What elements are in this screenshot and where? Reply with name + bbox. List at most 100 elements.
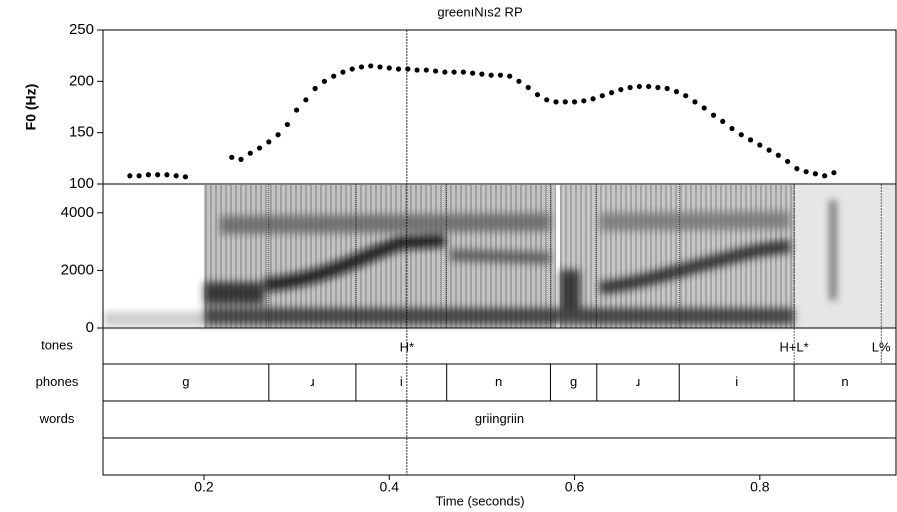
f0-point	[127, 173, 133, 179]
f0-point	[497, 72, 504, 78]
f0-point	[701, 105, 707, 111]
f0-point	[803, 169, 809, 175]
f0-point	[414, 67, 420, 73]
y-tick-label: 4000	[61, 204, 94, 221]
f0-point	[618, 86, 624, 93]
f0-point	[266, 139, 272, 145]
x-tick-label: 0.6	[565, 479, 585, 495]
f0-point	[757, 142, 763, 148]
f0-point	[405, 66, 411, 72]
f0-point	[321, 78, 328, 84]
y-tick-label: 100	[69, 175, 94, 192]
tier-name: words	[39, 411, 75, 426]
f0-point	[720, 118, 726, 124]
f0-point	[488, 72, 494, 78]
f0-point	[608, 90, 615, 96]
f0-point	[775, 152, 781, 158]
y-axis-label: F0 (Hz)	[23, 84, 39, 131]
f0-point	[581, 98, 587, 104]
f0-point	[275, 132, 281, 138]
interval-label: ɹ	[636, 374, 640, 389]
f0-point	[636, 83, 642, 90]
interval-label: g	[570, 374, 577, 389]
f0-point	[284, 121, 290, 128]
interval-label: i	[400, 374, 403, 389]
f0-point	[822, 173, 828, 179]
y-tick-label: 0	[86, 319, 94, 336]
tone-label: H*	[400, 339, 414, 354]
y-tick-label: 250	[69, 21, 94, 38]
f0-point	[349, 66, 355, 72]
f0-point	[256, 145, 263, 151]
f0-point	[831, 170, 837, 176]
f0-point	[423, 67, 429, 73]
f0-point	[627, 84, 633, 91]
spectrogram-image	[104, 185, 896, 328]
f0-point	[395, 66, 402, 72]
f0-point	[516, 78, 522, 84]
f0-point	[562, 99, 568, 105]
f0-point	[812, 171, 819, 177]
f0-point	[155, 172, 161, 178]
f0-point	[460, 69, 466, 75]
f0-point	[646, 83, 652, 90]
f0-point	[229, 154, 235, 160]
f0-point	[442, 69, 448, 75]
f0-point	[164, 172, 170, 178]
f0-point	[571, 99, 578, 105]
interval-label: n	[841, 374, 848, 389]
f0-point	[451, 69, 457, 75]
interval-label: g	[182, 374, 189, 389]
f0-point	[785, 158, 791, 165]
f0-point	[377, 64, 383, 70]
f0-point	[368, 63, 374, 69]
f0-point	[432, 68, 439, 74]
interval-label: griingriin	[475, 411, 524, 426]
f0-point	[507, 73, 513, 79]
tier-name: tones	[41, 337, 73, 352]
tier-name: phones	[36, 374, 79, 389]
f0-point	[182, 174, 189, 180]
f0-point	[145, 172, 151, 178]
f0-point	[729, 125, 735, 132]
f0-point	[331, 73, 337, 79]
f0-point	[599, 93, 605, 99]
f0-point	[136, 173, 142, 179]
f0-point	[340, 69, 346, 75]
interval-label: ɹ	[310, 374, 314, 389]
x-tick-label: 0.4	[380, 479, 400, 495]
f0-point	[692, 99, 698, 105]
f0-point	[794, 166, 800, 172]
y-tick-label: 2000	[61, 261, 94, 278]
f0-point	[358, 64, 365, 70]
f0-point	[534, 92, 541, 98]
f0-point	[238, 156, 244, 162]
interval-label: n	[495, 374, 502, 389]
f0-point	[525, 84, 531, 91]
tone-label: H+L*	[779, 339, 808, 354]
f0-point	[673, 89, 680, 95]
f0-point	[590, 96, 596, 102]
f0-point	[664, 85, 670, 92]
chart-title: greenıNıs2 RP	[437, 4, 522, 19]
f0-point	[247, 150, 253, 156]
f0-point	[312, 85, 318, 92]
f0-point	[294, 107, 300, 113]
f0-point	[747, 137, 754, 143]
y-tick-label: 150	[69, 124, 94, 141]
f0-point	[553, 99, 559, 105]
f0-point	[470, 70, 476, 76]
x-tick-label: 0.8	[750, 479, 770, 495]
x-axis-label: Time (seconds)	[435, 493, 524, 508]
f0-point	[386, 65, 392, 71]
y-tick-label: 200	[69, 72, 94, 89]
tone-label: L%	[872, 339, 891, 354]
f0-point	[544, 97, 550, 103]
f0-point	[173, 173, 179, 179]
x-tick-label: 0.2	[194, 479, 214, 495]
f0-point	[766, 147, 772, 153]
f0-point	[479, 71, 485, 77]
interval-label: i	[735, 374, 738, 389]
